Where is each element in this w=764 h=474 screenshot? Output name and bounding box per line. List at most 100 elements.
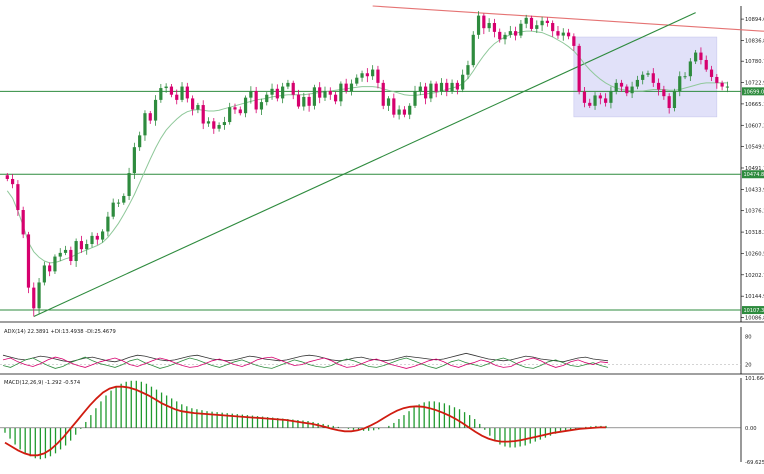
price-tick-label: 10144.90 — [745, 294, 764, 300]
candle-body — [461, 75, 464, 90]
candle-body — [281, 87, 284, 99]
candle-body — [276, 89, 279, 99]
candle-body — [631, 87, 634, 94]
price-tick-label: 10665.10 — [745, 102, 764, 108]
candle-body — [530, 18, 533, 29]
candle-body — [392, 98, 395, 114]
price-tick-label: 10722.90 — [745, 81, 764, 87]
candle-body — [678, 76, 681, 91]
candle-body — [37, 282, 40, 308]
candle-body — [355, 78, 358, 84]
candle-body — [403, 109, 406, 114]
candle-body — [705, 60, 708, 70]
candle-body — [27, 234, 30, 287]
price-tick-label: 10607.30 — [745, 123, 764, 129]
candle-body — [535, 25, 538, 29]
candle-body — [609, 91, 612, 103]
candle-body — [329, 91, 332, 95]
candle-body — [186, 87, 189, 99]
candle-body — [583, 92, 586, 103]
candle-body — [456, 83, 459, 90]
candle-body — [376, 70, 379, 83]
candle-body — [127, 173, 130, 196]
macd-tick-label: 101.664 — [745, 376, 764, 382]
candle-body — [69, 250, 72, 261]
candle-body — [604, 98, 607, 102]
candle-body — [106, 217, 109, 232]
candle-body — [588, 103, 591, 106]
candle-body — [32, 288, 35, 309]
candle-body — [138, 135, 141, 147]
candle-body — [339, 84, 342, 102]
candle-body — [371, 70, 374, 77]
candle-body — [255, 91, 258, 109]
candle-body — [387, 98, 390, 105]
candle-body — [85, 244, 88, 249]
candle-body — [318, 87, 321, 97]
candle-body — [662, 90, 665, 97]
candle-body — [715, 77, 718, 83]
candle-body — [551, 23, 554, 31]
candle-body — [382, 83, 385, 106]
candle-body — [260, 102, 263, 109]
price-tick-label: 10260.50 — [745, 251, 764, 257]
candle-body — [16, 184, 19, 210]
candle-body — [223, 122, 226, 125]
candle-body — [270, 89, 273, 95]
candle-body — [165, 87, 168, 88]
candle-body — [488, 23, 491, 28]
candle-body — [143, 113, 146, 135]
candle-body — [440, 83, 443, 92]
candle-body — [59, 253, 62, 257]
candle-body — [170, 87, 173, 95]
candle-body — [6, 175, 9, 179]
candle-body — [562, 33, 565, 36]
candle-body — [48, 265, 51, 271]
candle-body — [556, 31, 559, 35]
candle-body — [313, 87, 316, 105]
price-tick-label: 10894.60 — [745, 17, 764, 23]
candle-body — [360, 73, 363, 77]
candle-body — [265, 95, 268, 102]
candle-body — [721, 83, 724, 87]
candle-body — [249, 91, 252, 98]
candle-body — [366, 73, 369, 76]
candle-body — [689, 61, 692, 76]
candle-body — [239, 109, 242, 113]
price-flag-label: 10699.09 — [744, 89, 764, 95]
candle-body — [202, 105, 205, 123]
candle-body — [514, 31, 517, 35]
macd-tick-label: -69.625 — [745, 460, 764, 466]
candle-body — [572, 36, 575, 46]
candle-body — [175, 95, 178, 100]
candle-body — [445, 83, 448, 91]
candle-body — [297, 95, 300, 107]
adx-tick-label: 20 — [745, 363, 752, 369]
candle-body — [196, 105, 199, 109]
candle-body — [503, 35, 506, 39]
candle-body — [525, 18, 528, 24]
candle-body — [90, 236, 93, 244]
price-tick-label: 10086.80 — [745, 316, 764, 322]
candle-body — [323, 91, 326, 98]
candle-body — [419, 87, 422, 91]
candle-body — [625, 87, 628, 94]
candle-body — [599, 95, 602, 98]
candle-body — [450, 83, 453, 91]
candle-body — [615, 83, 618, 91]
candle-body — [652, 73, 655, 83]
price-tick-label: 10376.10 — [745, 209, 764, 215]
candle-body — [641, 75, 644, 80]
candle-body — [96, 236, 99, 240]
candle-body — [11, 179, 14, 184]
candle-body — [22, 210, 25, 234]
candle-body — [149, 113, 152, 120]
candle-body — [154, 100, 157, 121]
candle-body — [286, 83, 289, 87]
candle-body — [408, 106, 411, 115]
candle-body — [482, 16, 485, 29]
candle-body — [398, 109, 401, 114]
candle-body — [308, 97, 311, 106]
candle-body — [435, 84, 438, 92]
